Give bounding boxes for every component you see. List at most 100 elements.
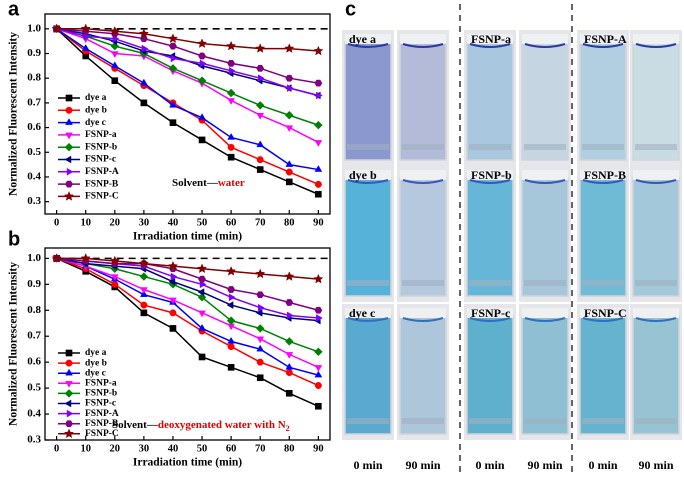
data-point bbox=[198, 275, 206, 283]
x-tick-label: 0 bbox=[54, 443, 59, 454]
series-line bbox=[56, 28, 319, 171]
data-point bbox=[170, 54, 178, 63]
x-tick-label: 30 bbox=[139, 443, 150, 454]
data-point bbox=[314, 306, 323, 314]
data-point bbox=[140, 78, 148, 86]
sample-label: FSNP-B bbox=[584, 168, 626, 182]
data-point bbox=[285, 369, 293, 377]
meniscus bbox=[469, 317, 511, 322]
x-tick-label: 40 bbox=[168, 217, 179, 228]
legend-label: dye b bbox=[85, 358, 107, 368]
series-line bbox=[56, 257, 319, 322]
cuvette bbox=[399, 177, 447, 297]
cuvette bbox=[521, 315, 569, 435]
cuvette-top bbox=[467, 170, 513, 180]
x-tick-label: 40 bbox=[168, 443, 179, 454]
meniscus bbox=[347, 317, 389, 322]
data-point bbox=[314, 382, 322, 390]
data-point bbox=[255, 43, 266, 53]
y-axis-label: Normalized Fluorescent Intensity bbox=[8, 262, 20, 426]
meniscus bbox=[469, 179, 511, 184]
meniscus bbox=[524, 317, 566, 322]
cuvette bbox=[399, 41, 447, 161]
data-point bbox=[227, 153, 235, 161]
legend-label: FSNP-a bbox=[85, 378, 117, 388]
series-line bbox=[56, 257, 319, 280]
legend-marker bbox=[65, 381, 73, 388]
legend-label: dye a bbox=[85, 93, 107, 103]
series-line bbox=[56, 257, 319, 387]
meniscus bbox=[402, 179, 444, 184]
plot-frame bbox=[44, 247, 331, 441]
y-tick-label: 0.3 bbox=[27, 434, 41, 446]
legend-marker bbox=[64, 155, 72, 164]
time-label: 0 min bbox=[353, 458, 382, 472]
cuvette-top bbox=[345, 34, 391, 44]
data-point bbox=[196, 38, 208, 48]
data-point bbox=[285, 299, 294, 306]
data-point bbox=[110, 51, 119, 58]
data-point bbox=[285, 362, 294, 370]
cuvette-base bbox=[469, 144, 511, 150]
data-point bbox=[199, 280, 207, 289]
cuvette-top bbox=[633, 170, 679, 180]
legend-marker bbox=[64, 142, 74, 152]
annotation: Solvent—deoxygenated water with N2 bbox=[112, 419, 290, 433]
data-point bbox=[316, 314, 323, 322]
legend-label: FSNP-C bbox=[85, 192, 119, 202]
x-tick-label: 10 bbox=[80, 217, 91, 228]
data-point bbox=[168, 64, 178, 73]
y-tick-label: 1.0 bbox=[27, 252, 41, 264]
data-point bbox=[227, 364, 235, 371]
data-point bbox=[110, 61, 119, 69]
cuvette-top bbox=[345, 308, 391, 318]
cuvette bbox=[632, 41, 680, 161]
legend-marker bbox=[66, 167, 74, 176]
cuvette-base bbox=[582, 418, 624, 424]
data-point bbox=[284, 271, 295, 281]
data-point bbox=[198, 310, 206, 318]
y-tick-label: 0.7 bbox=[27, 96, 41, 108]
legend-label: FSNP-b bbox=[85, 142, 117, 152]
x-axis-label: Irradiation time (min) bbox=[133, 231, 242, 243]
legend-label: dye c bbox=[85, 368, 106, 378]
data-point bbox=[256, 156, 264, 164]
meniscus bbox=[402, 317, 444, 322]
meniscus bbox=[524, 179, 566, 184]
series-line bbox=[56, 257, 319, 353]
data-point bbox=[199, 59, 207, 68]
legend-marker bbox=[63, 191, 75, 201]
data-point bbox=[226, 88, 236, 98]
data-point bbox=[167, 260, 179, 271]
cuvette-base bbox=[402, 144, 444, 150]
data-point bbox=[313, 273, 324, 284]
legend-marker bbox=[66, 409, 74, 418]
cuvette-top bbox=[633, 34, 679, 44]
x-tick-label: 80 bbox=[284, 217, 295, 228]
data-point bbox=[169, 325, 177, 332]
data-point bbox=[168, 277, 176, 286]
y-tick-label: 0.8 bbox=[27, 304, 41, 316]
annotation-part: water bbox=[218, 177, 245, 189]
legend-marker bbox=[63, 428, 75, 439]
series-line bbox=[56, 28, 319, 52]
x-tick-label: 90 bbox=[313, 443, 324, 454]
data-point bbox=[226, 40, 237, 51]
cuvette-base bbox=[347, 144, 389, 150]
x-tick-label: 90 bbox=[313, 217, 324, 228]
data-point bbox=[227, 336, 235, 344]
series-line bbox=[56, 28, 319, 195]
data-point bbox=[198, 323, 206, 331]
cuvette-top bbox=[580, 34, 626, 44]
cuvette bbox=[632, 177, 680, 297]
legend-label: FSNP-B bbox=[85, 419, 119, 429]
data-point bbox=[314, 347, 323, 357]
annotation-part: Solvent— bbox=[172, 177, 219, 189]
cuvette bbox=[579, 41, 627, 161]
legend-label: FSNP-c bbox=[85, 155, 116, 165]
x-tick-label: 50 bbox=[197, 217, 208, 228]
annotation-part: 2 bbox=[286, 424, 290, 433]
sample-label: FSNP-a bbox=[471, 32, 511, 46]
cuvette-base bbox=[347, 280, 389, 286]
